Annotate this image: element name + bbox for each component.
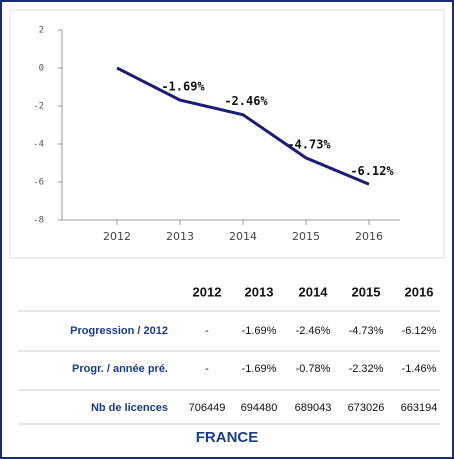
y-tick-label: -8 [33,216,44,226]
x-tick-label: 2014 [229,230,257,243]
cell: -1.69% [242,363,277,375]
column-header: 2015 [352,284,381,299]
cell: -2.46% [296,325,331,337]
data-label: -1.69% [161,80,205,94]
data-label: -2.46% [224,94,268,108]
data-label: -4.73% [287,137,331,151]
data-label: -6.12% [350,164,394,178]
cell: -0.78% [296,363,331,375]
y-tick-label: 0 [39,64,44,74]
column-header: 2016 [405,284,434,299]
x-tick-label: 2013 [166,230,194,243]
x-tick-label: 2015 [292,230,320,243]
chart-frame [9,9,445,259]
cell: -1.46% [402,363,437,375]
y-tick-label: -2 [33,102,44,112]
column-header: 2013 [245,284,274,299]
column-header: 2014 [299,284,329,299]
row-label: Nb de licences [91,402,168,414]
x-tick-label: 2012 [103,230,131,243]
column-header: 2012 [193,284,222,299]
cell: 706449 [189,402,226,414]
y-tick-label: -6 [33,178,44,188]
row-label: Progr. / année pré. [72,363,168,375]
cell: -6.12% [402,325,437,337]
line [116,66,370,186]
x-tick-label: 2016 [355,230,383,243]
cell: 673026 [348,402,385,414]
cell: 689043 [295,402,332,414]
cell: -1.69% [242,325,277,337]
cell: - [205,325,209,337]
cell: 694480 [241,402,278,414]
y-tick-label: 2 [39,26,44,36]
row-label: Progression / 2012 [70,325,168,337]
cell: 663194 [401,402,438,414]
cell: -2.32% [349,363,384,375]
cell: -4.73% [349,325,384,337]
y-tick-label: -4 [33,140,44,150]
footer: FRANCE [196,429,259,446]
cell: - [205,363,209,375]
